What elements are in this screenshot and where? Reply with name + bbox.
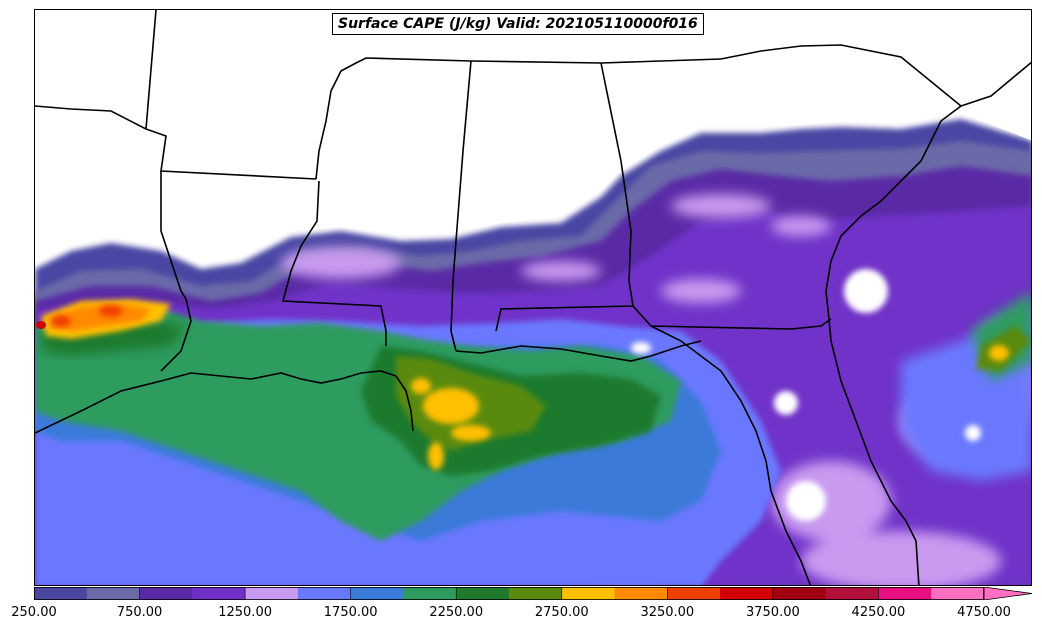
colorbar-segment (667, 587, 721, 600)
colorbar-extend-arrow (983, 587, 1033, 600)
colorbar-segment (139, 587, 193, 600)
colorbar-tick-label: 250.00 (11, 605, 57, 620)
political-boundaries (35, 10, 1031, 585)
colorbar-tick-label: 2250.00 (429, 605, 484, 620)
colorbar-tick-label: 3250.00 (640, 605, 695, 620)
colorbar-segment (720, 587, 774, 600)
land-no-cape (35, 10, 1031, 263)
cape-2750-3000-patches (411, 345, 1009, 470)
colorbar-segment (403, 587, 457, 600)
colorbar-segment (772, 587, 827, 600)
colorbar (34, 587, 1033, 600)
colorbar-segment (192, 587, 246, 600)
cape-3000-3250-patch (49, 304, 151, 331)
colorbar-tick-label: 1250.00 (218, 605, 272, 620)
colorbar-segment (931, 587, 985, 600)
cape-3250-3500-patches (51, 305, 123, 327)
colorbar-tick-label: 2750.00 (534, 605, 589, 620)
colorbar-segment (561, 587, 616, 600)
colorbar-segment (825, 587, 879, 600)
map-title: Surface CAPE (J/kg) Valid: 202105110000f… (332, 13, 704, 35)
colorbar-tick-label: 4250.00 (851, 605, 906, 620)
colorbar-segment (509, 587, 563, 600)
cape-2000-2250-band (35, 309, 681, 541)
colorbar-segment (614, 587, 668, 600)
colorbar-tick-label: 3750.00 (745, 605, 800, 620)
colorbar-segment (86, 587, 141, 600)
map-panel (34, 9, 1032, 586)
colorbar-segment (456, 587, 510, 600)
colorbar-outline (34, 587, 984, 600)
colorbar-segment (34, 587, 88, 600)
colorbar-tick-label: 4750.00 (957, 605, 1011, 620)
cape-below-threshold-gaps (631, 269, 981, 521)
cape-3500-3750-patch (36, 321, 46, 329)
colorbar-segment (297, 587, 352, 600)
cape-map (35, 10, 1031, 585)
colorbar-tick-label: 750.00 (116, 605, 163, 620)
colorbar-segment (245, 587, 299, 600)
colorbar-segment (350, 587, 404, 600)
colorbar-segment (878, 587, 932, 600)
colorbar-tick-label: 1750.00 (323, 605, 378, 620)
